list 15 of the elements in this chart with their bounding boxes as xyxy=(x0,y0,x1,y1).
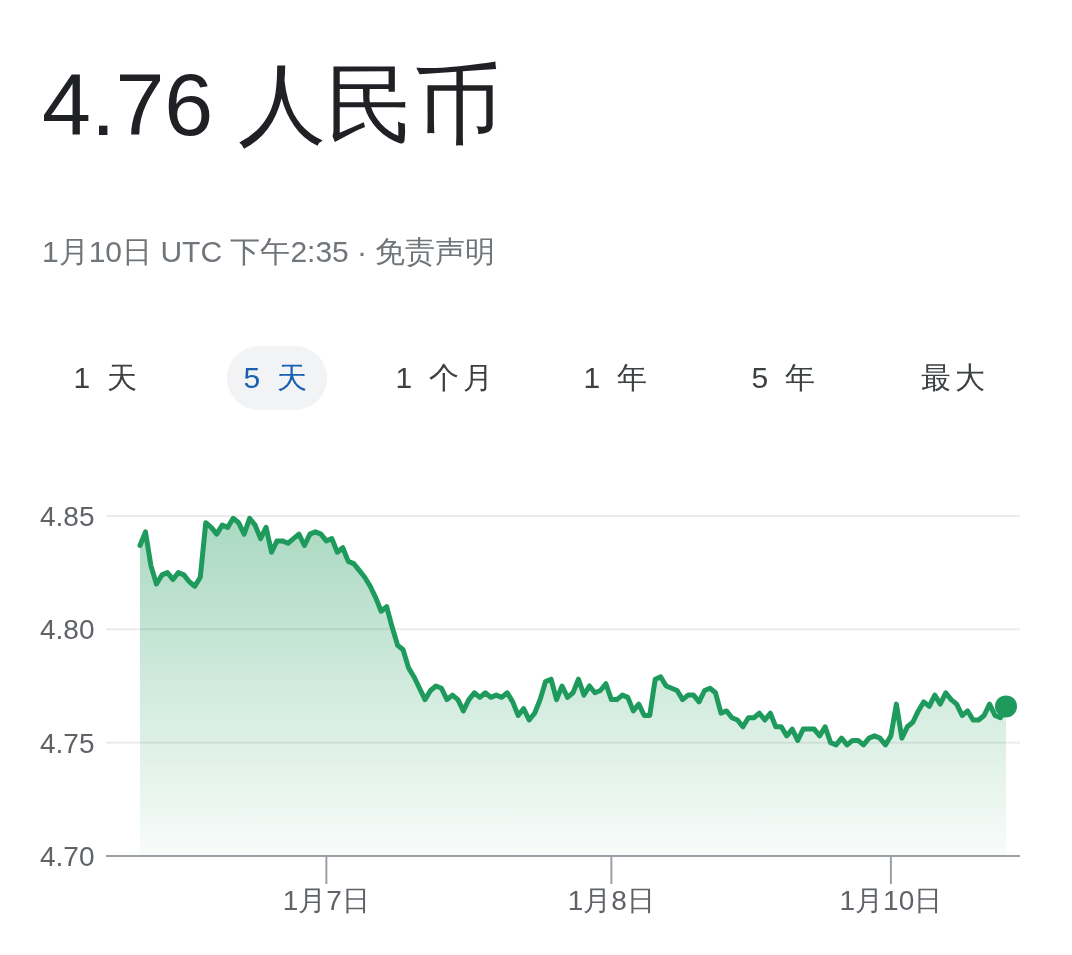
y-tick-label: 4.70 xyxy=(40,841,95,872)
y-tick-label: 4.80 xyxy=(40,614,95,646)
x-tick-label: 1月8日 xyxy=(567,885,655,916)
text: 1 个月 xyxy=(395,361,497,394)
text: 1 年 xyxy=(583,361,651,394)
text: 最大 xyxy=(921,361,989,394)
chart-subtitle: 1月10日 UTC 下午2:35 · 免责声明 xyxy=(42,235,496,268)
y-tick-label: 4.75 xyxy=(40,727,95,759)
text: 1 天 xyxy=(73,361,141,394)
x-tick-label: 1月10日 xyxy=(839,885,943,916)
x-tick-label: 1月7日 xyxy=(282,885,370,916)
y-tick-label: 4.85 xyxy=(40,501,95,532)
text: 5 年 xyxy=(751,361,819,394)
chart-title: 4.76 人民币 xyxy=(42,55,502,154)
text: 5 天 xyxy=(243,361,311,394)
